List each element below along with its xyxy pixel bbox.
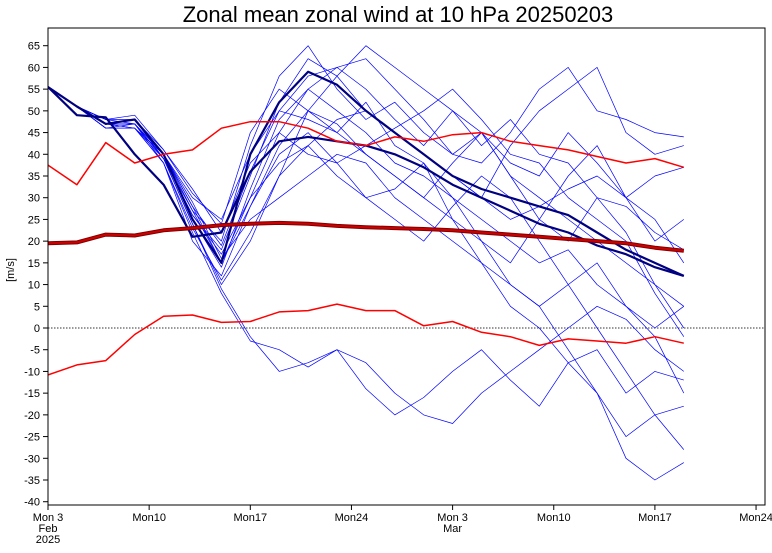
y-tick-label: -10 bbox=[24, 366, 40, 378]
y-tick-label: -35 bbox=[24, 475, 40, 487]
ensemble-member-line-10 bbox=[48, 86, 684, 437]
ensemble-member-line-9 bbox=[48, 45, 684, 242]
chart-title: Zonal mean zonal wind at 10 hPa 20250203 bbox=[183, 2, 614, 27]
axes: 65605550454035302520151050-5-10-15-20-25… bbox=[24, 27, 772, 546]
ensemble-member-line-2 bbox=[48, 45, 684, 285]
y-tick-label: -5 bbox=[30, 345, 40, 357]
y-axis-label: [m/s] bbox=[5, 258, 17, 282]
ensemble-member-line-11 bbox=[48, 86, 684, 281]
y-tick-label: 45 bbox=[28, 128, 40, 140]
y-tick-label: 40 bbox=[28, 149, 40, 161]
y-tick-label: 15 bbox=[28, 258, 40, 270]
x-tick-label: Mon10 bbox=[537, 512, 571, 524]
x-tick-label: Mon24 bbox=[335, 512, 369, 524]
x-tick-label: Mon17 bbox=[638, 512, 672, 524]
y-tick-label: 55 bbox=[28, 84, 40, 96]
y-tick-label: 0 bbox=[34, 323, 40, 335]
climatology-mean-line bbox=[48, 221, 684, 252]
y-tick-label: -25 bbox=[24, 432, 40, 444]
y-tick-label: 65 bbox=[28, 41, 40, 53]
ensemble-member-line-15 bbox=[48, 86, 684, 416]
ensemble-member-line-7 bbox=[48, 86, 685, 450]
ensemble-member-line-6 bbox=[48, 86, 685, 337]
y-tick-label: 50 bbox=[28, 106, 40, 118]
y-tick-label: 10 bbox=[28, 280, 40, 292]
x-tick-label: Feb bbox=[39, 523, 58, 535]
y-tick-label: 60 bbox=[28, 62, 40, 74]
series-group bbox=[48, 45, 765, 481]
climatology-upper-line bbox=[48, 120, 685, 186]
x-tick-label: Mar bbox=[443, 523, 462, 535]
x-tick-label: Mon10 bbox=[132, 512, 166, 524]
plot-area bbox=[48, 45, 765, 481]
x-tick-label: Mon17 bbox=[233, 512, 267, 524]
ensemble-dark-line-1 bbox=[48, 86, 685, 277]
ensemble-dark-line-2 bbox=[48, 70, 685, 277]
y-tick-label: 30 bbox=[28, 193, 40, 205]
y-tick-label: 20 bbox=[28, 236, 40, 248]
y-tick-label: 35 bbox=[28, 171, 40, 183]
y-tick-label: -15 bbox=[24, 388, 40, 400]
x-tick-label: Mon 3 bbox=[33, 512, 64, 524]
y-tick-label: 25 bbox=[28, 214, 40, 226]
y-tick-label: 5 bbox=[34, 301, 40, 313]
ensemble-member-line-12 bbox=[48, 86, 685, 264]
ensemble-member-line-13 bbox=[48, 86, 685, 329]
y-tick-label: -20 bbox=[24, 410, 40, 422]
x-tick-label: Mon 3 bbox=[437, 512, 468, 524]
plot-frame bbox=[47, 27, 766, 506]
y-tick-label: -30 bbox=[24, 453, 40, 465]
x-tick-label: Mon24 bbox=[739, 512, 772, 524]
x-tick-label: 2025 bbox=[36, 534, 60, 546]
y-tick-label: -40 bbox=[24, 497, 40, 509]
ensemble-member-line-16 bbox=[48, 86, 685, 329]
climatology-lower-line bbox=[48, 303, 684, 376]
